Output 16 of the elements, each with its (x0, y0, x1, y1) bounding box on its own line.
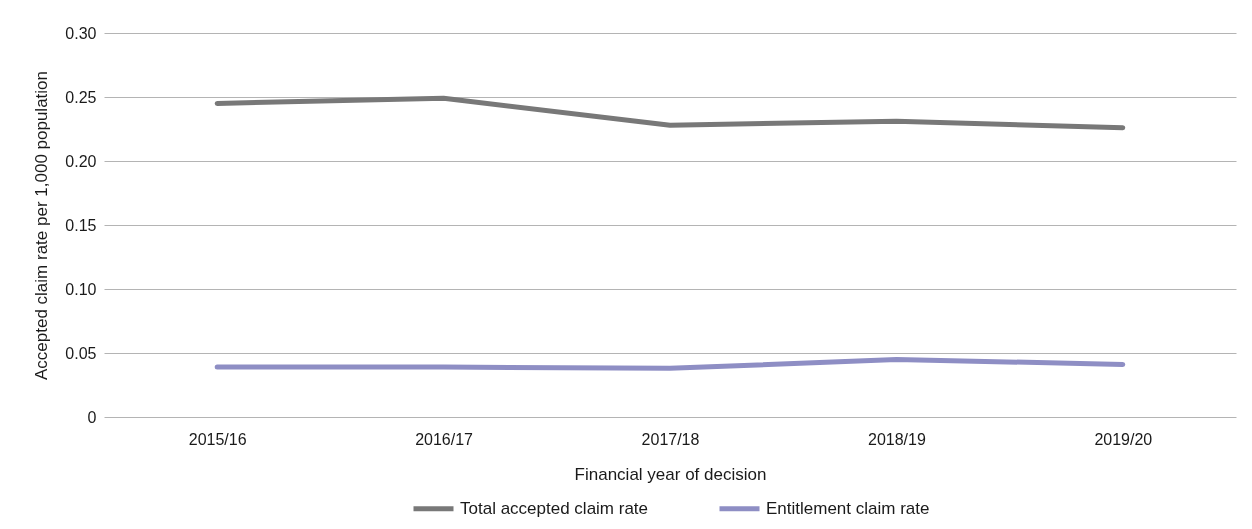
y-tick-label: 0.20 (65, 152, 97, 170)
x-axis-title: Financial year of decision (574, 464, 767, 484)
x-tick-label: 2017/18 (641, 430, 700, 448)
legend-label: Entitlement claim rate (766, 498, 930, 518)
y-tick-label: 0.05 (65, 344, 97, 362)
y-tick-label: 0.25 (65, 88, 97, 106)
legend-label: Total accepted claim rate (460, 498, 649, 518)
y-tick-label: 0.10 (65, 280, 97, 298)
y-tick-label: 0.30 (65, 24, 97, 42)
x-tick-label: 2016/17 (415, 430, 474, 448)
y-tick-label: 0 (87, 408, 97, 426)
x-tick-label: 2015/16 (188, 430, 247, 448)
y-tick-label: 0.15 (65, 216, 97, 234)
x-tick-label: 2018/19 (867, 430, 926, 448)
y-axis-title: Accepted claim rate per 1,000 population (32, 70, 52, 381)
x-tick-label: 2019/20 (1094, 430, 1153, 448)
